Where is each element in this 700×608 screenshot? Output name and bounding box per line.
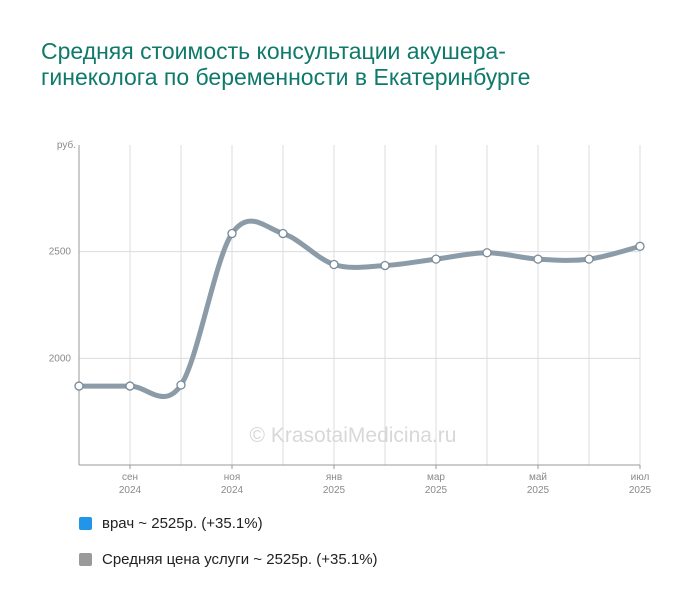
data-point bbox=[533, 254, 543, 264]
legend-label-average: Средняя цена услуги ~ 2525р. (+35.1%) bbox=[102, 550, 378, 568]
axes bbox=[78, 145, 640, 466]
x-tick-label-month: сен bbox=[122, 472, 138, 483]
data-point bbox=[74, 381, 84, 391]
legend-swatch-doctor bbox=[79, 516, 92, 530]
x-tick-label-year: 2025 bbox=[323, 485, 346, 496]
data-point bbox=[176, 380, 186, 390]
data-point bbox=[482, 248, 492, 258]
y-axis-label: руб. bbox=[57, 139, 76, 151]
series bbox=[76, 218, 643, 400]
data-point bbox=[227, 228, 237, 239]
x-tick-label-month: янв bbox=[326, 472, 342, 483]
watermark: © KrasotaiMedicina.ru bbox=[250, 424, 457, 447]
y-tick-label: 2000 bbox=[49, 353, 72, 364]
x-tick-label-year: 2025 bbox=[527, 485, 550, 496]
x-tick-label-year: 2025 bbox=[425, 485, 448, 496]
x-tick-label-year: 2024 bbox=[119, 485, 142, 496]
x-tick-label-month: июл bbox=[631, 472, 650, 483]
data-point bbox=[584, 254, 594, 264]
x-tick-label-month: мар bbox=[427, 472, 445, 483]
legend-swatch-average bbox=[79, 552, 92, 566]
chart-title: Средняя стоимость консультации акушера-г… bbox=[41, 38, 531, 90]
line-chart: руб. © KrasotaiMedicina.ru сен 2024 ноя 202… bbox=[49, 139, 652, 496]
legend-item-average[interactable]: Средняя цена услуги ~ 2525р. (+35.1%) bbox=[79, 549, 378, 569]
data-points bbox=[74, 228, 645, 391]
x-tick-label-year: 2025 bbox=[629, 485, 652, 496]
data-point bbox=[329, 259, 339, 270]
y-tick-labels: 2000 2500 bbox=[49, 247, 72, 365]
x-tick-labels: сен 2024 ноя 2024 янв 2025 мар 2025 май 2025 июл 20… bbox=[119, 465, 652, 496]
legend: врач ~ 2525р. (+35.1%) Средняя цена услу… bbox=[79, 513, 378, 585]
grid bbox=[79, 145, 641, 465]
series-line-average-price bbox=[76, 218, 643, 400]
legend-label-doctor: врач ~ 2525р. (+35.1%) bbox=[102, 514, 263, 532]
x-tick-label-month: май bbox=[529, 472, 547, 483]
data-point bbox=[431, 254, 441, 264]
x-tick-label-month: ноя bbox=[224, 472, 241, 483]
data-point bbox=[380, 260, 390, 271]
data-point bbox=[635, 241, 645, 251]
data-point bbox=[278, 228, 288, 239]
legend-item-doctor[interactable]: врач ~ 2525р. (+35.1%) bbox=[79, 513, 378, 533]
x-tick-label-year: 2024 bbox=[221, 485, 244, 496]
y-tick-label: 2500 bbox=[49, 247, 72, 258]
data-point bbox=[125, 381, 135, 391]
